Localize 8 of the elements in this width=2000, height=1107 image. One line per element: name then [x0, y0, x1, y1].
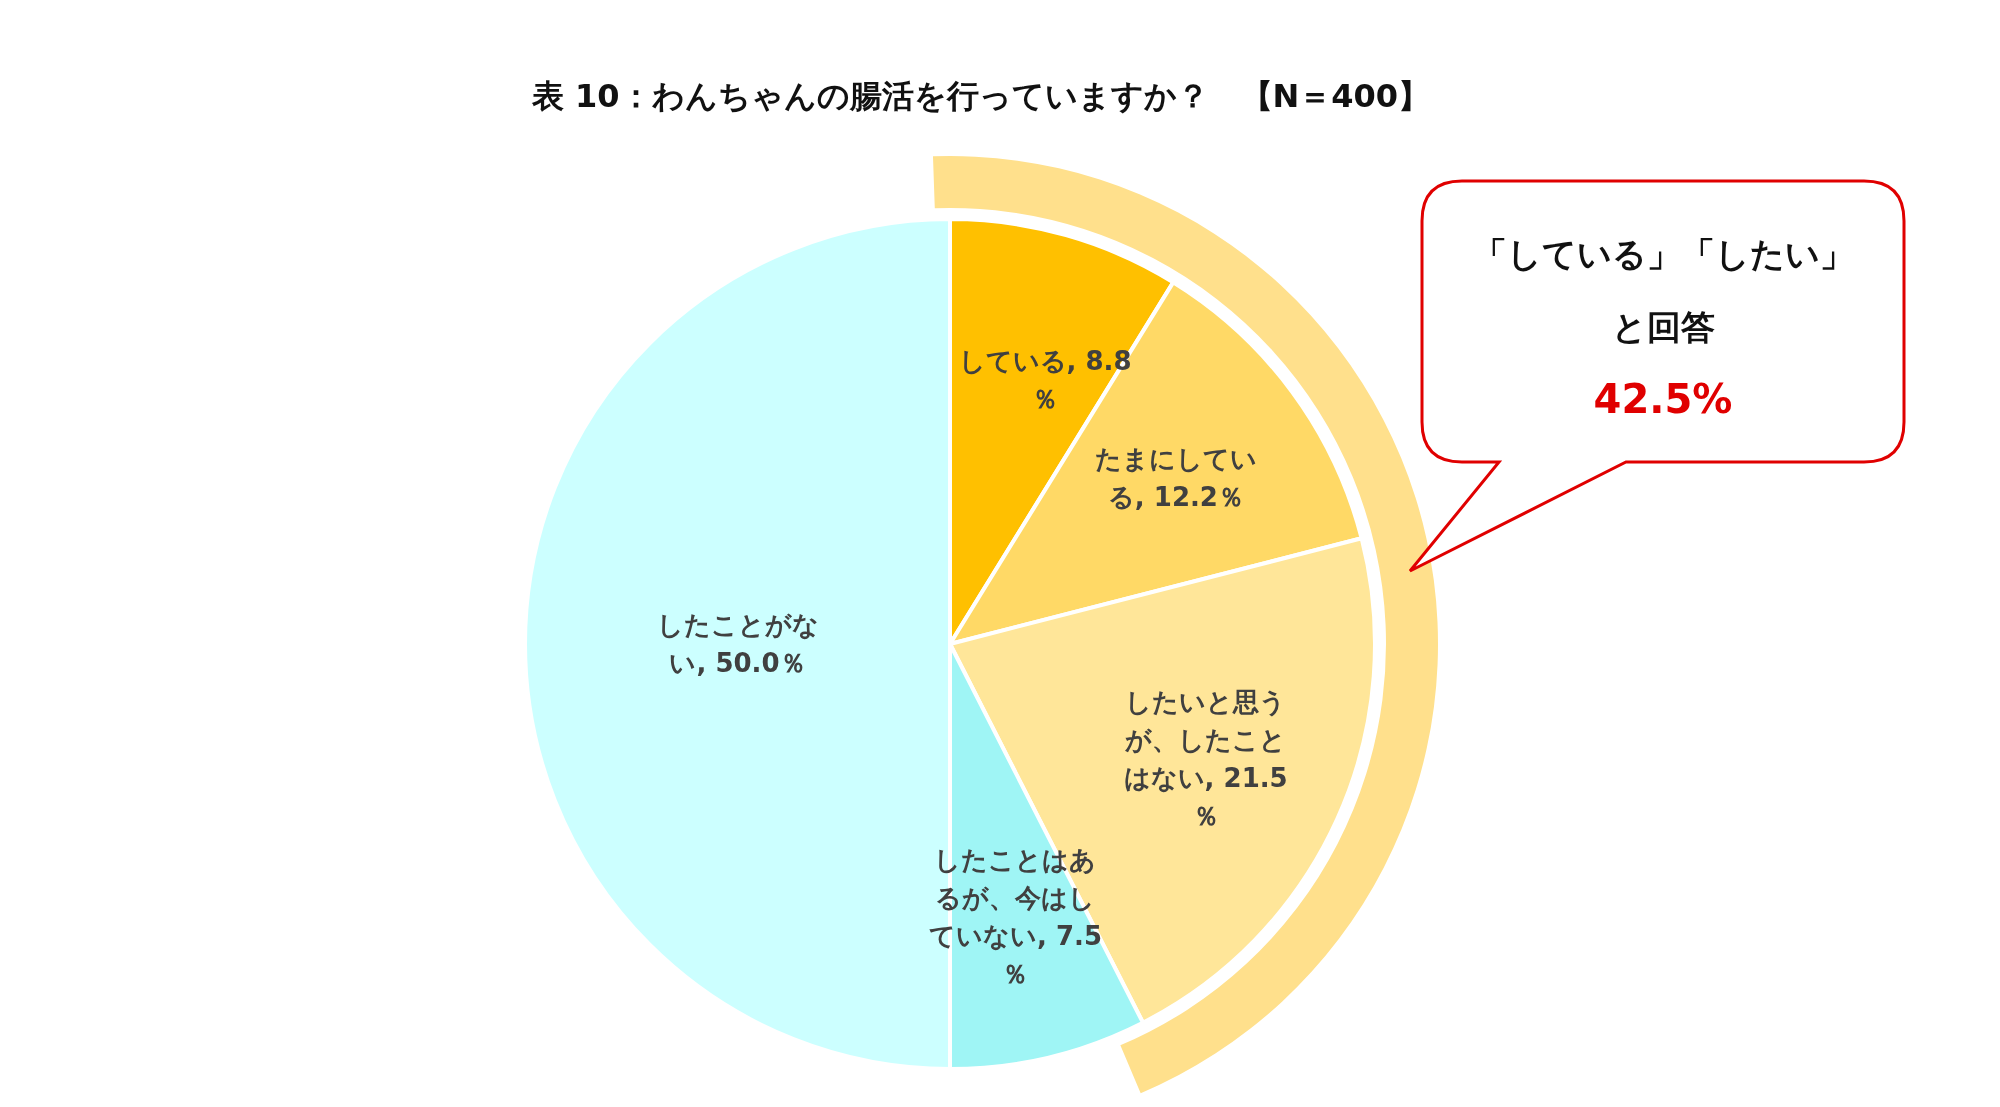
- slice-label: したことはあるが、今はしていない, 7.5％: [928, 844, 1102, 989]
- slice-label: したいと思うが、したことはない, 21.5％: [1123, 687, 1288, 832]
- text: 「している」「したい」: [1471, 233, 1855, 276]
- slice-label: したことがない, 50.0％: [656, 610, 819, 678]
- text: と回答: [1610, 306, 1716, 349]
- text: 42.5%: [1592, 376, 1734, 422]
- slice-label: たまにしている, 12.2％: [1094, 443, 1257, 512]
- chart-title: 表 10：わんちゃんの腸活を行っていますか？ 【N＝400】: [530, 77, 1431, 115]
